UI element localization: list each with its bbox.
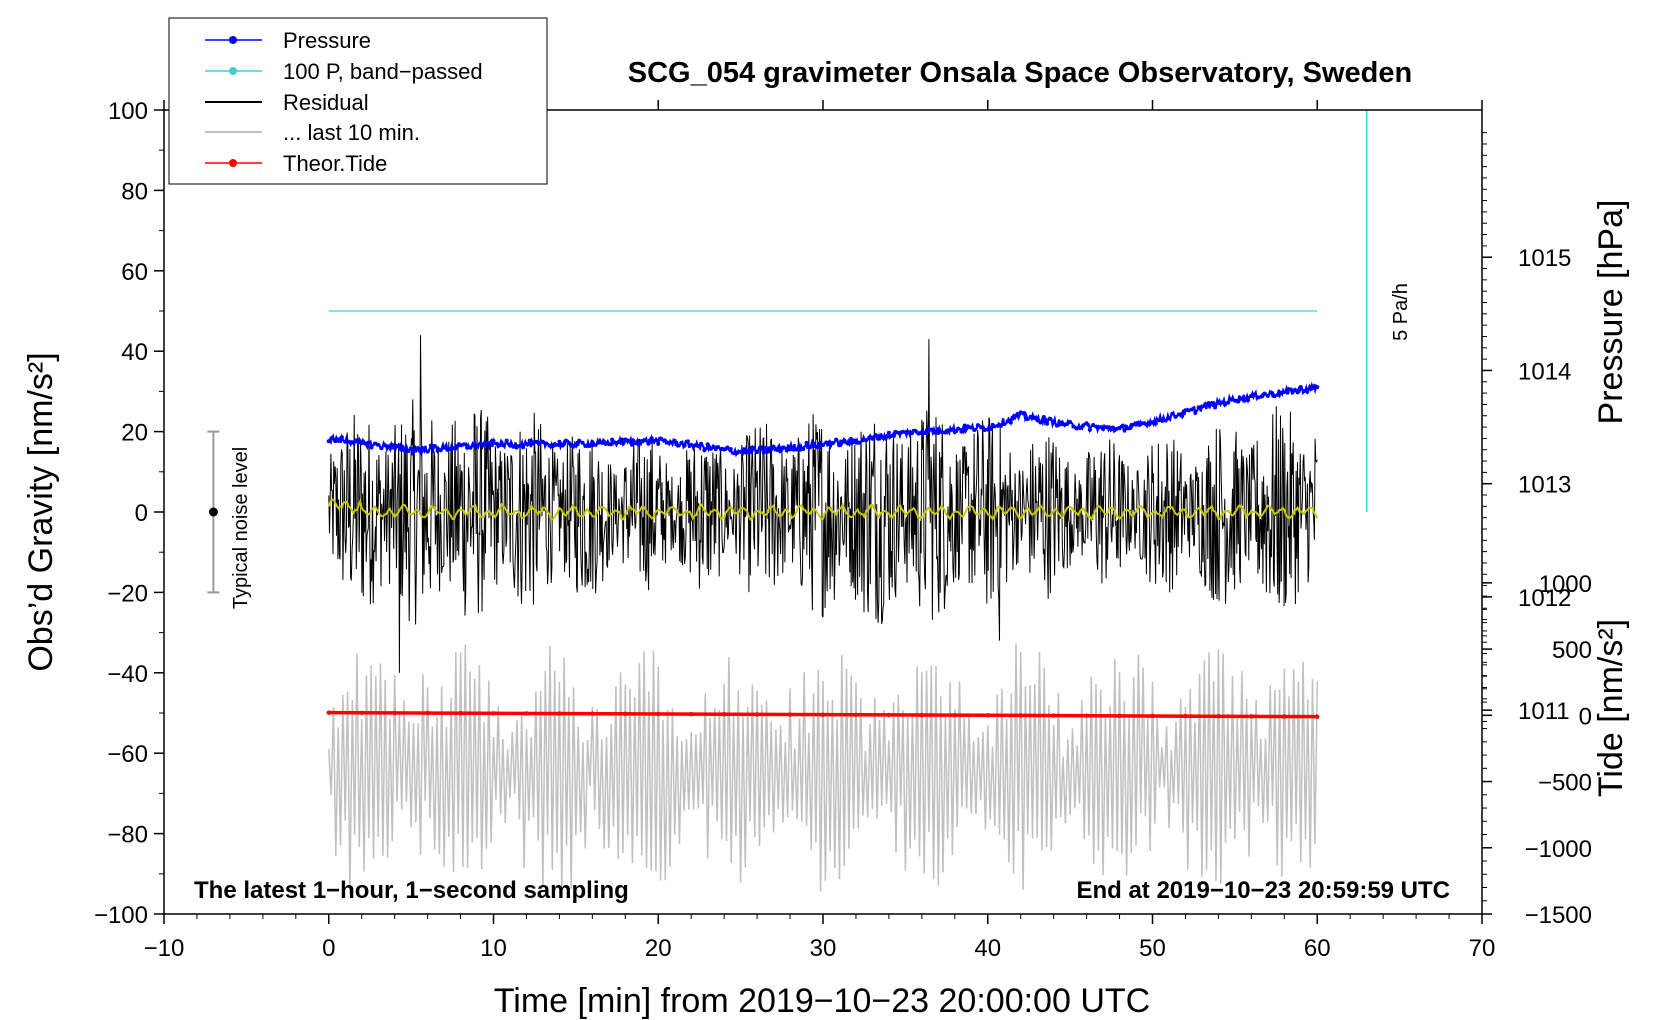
y-tick-label: 0 bbox=[135, 500, 148, 527]
tide-tick-label: 0 bbox=[1579, 703, 1592, 730]
tide-point bbox=[392, 710, 397, 716]
pressure-tick-label: 1015 bbox=[1518, 245, 1571, 272]
tide-point bbox=[458, 710, 463, 716]
bottom-right-note: End at 2019−10−23 20:59:59 UTC bbox=[1076, 877, 1450, 904]
tide-point bbox=[952, 712, 957, 718]
x-tick-label: 40 bbox=[974, 935, 1001, 962]
legend-swatch-marker bbox=[229, 159, 237, 167]
series-last-10-min bbox=[328, 643, 1319, 894]
tide-point bbox=[491, 711, 496, 716]
y-tick-label: −100 bbox=[94, 902, 148, 929]
x-tick-label: 20 bbox=[645, 935, 672, 962]
tide-tick-label: −1000 bbox=[1525, 836, 1592, 863]
tide-point bbox=[1249, 714, 1254, 719]
pressure-tick-label: 1012 bbox=[1518, 585, 1571, 612]
noise-level-label: Typical noise level bbox=[230, 447, 252, 609]
tide-point bbox=[1018, 713, 1023, 718]
tide-point bbox=[1315, 714, 1320, 719]
legend-item-band-passed: 100 P, band−passed bbox=[205, 59, 483, 84]
y-tick-label: −40 bbox=[107, 661, 148, 688]
y-tick-label: −80 bbox=[107, 822, 148, 849]
pressure-tick-label: 1013 bbox=[1518, 472, 1571, 499]
tide-point bbox=[1183, 713, 1188, 719]
series-theor-tide bbox=[326, 710, 1320, 719]
legend-item-theor-tide: Theor.Tide bbox=[205, 151, 387, 176]
tide-point bbox=[590, 711, 595, 716]
tide-point bbox=[1282, 714, 1287, 719]
tide-point bbox=[326, 710, 331, 715]
tide-point bbox=[919, 712, 925, 718]
legend-label: Residual bbox=[283, 90, 369, 115]
legend-label: 100 P, band−passed bbox=[283, 59, 483, 84]
y-tick-label: 60 bbox=[121, 259, 148, 286]
series-residual-smoothed bbox=[327, 498, 1319, 522]
series-residual bbox=[328, 335, 1318, 673]
tide-point bbox=[1150, 713, 1155, 719]
legend-item-pressure: Pressure bbox=[205, 28, 371, 53]
pressure-tick-label: 1014 bbox=[1518, 358, 1571, 385]
tide-point bbox=[359, 710, 364, 716]
chart-title: SCG_054 gravimeter Onsala Space Observat… bbox=[628, 57, 1412, 89]
y-tick-label: 20 bbox=[121, 420, 148, 447]
series-pressure bbox=[326, 381, 1320, 458]
legend-item-last-10-min: ... last 10 min. bbox=[205, 120, 420, 145]
tide-tick-label: 500 bbox=[1552, 637, 1592, 664]
y-axis-label-left: Obs’d Gravity [nm/s²] bbox=[22, 352, 60, 671]
tide-point bbox=[1216, 714, 1221, 719]
noise-bar-center bbox=[208, 507, 218, 517]
tide-point bbox=[721, 712, 727, 717]
tide-point bbox=[1051, 713, 1056, 718]
tide-point bbox=[787, 712, 793, 717]
x-tick-label: −10 bbox=[144, 935, 185, 962]
tide-point bbox=[1117, 713, 1122, 719]
bottom-left-note: The latest 1−hour, 1−second sampling bbox=[194, 877, 629, 904]
y-tick-label: −20 bbox=[107, 580, 148, 607]
legend-swatch-marker bbox=[229, 36, 237, 44]
tide-point bbox=[853, 712, 859, 717]
x-tick-label: 50 bbox=[1139, 935, 1166, 962]
legend-item-residual: Residual bbox=[205, 90, 369, 115]
series-layer bbox=[207, 110, 1368, 894]
tide-point bbox=[689, 711, 694, 717]
pressure-tick-label: 1011 bbox=[1518, 698, 1570, 725]
x-tick-label: 0 bbox=[322, 935, 335, 962]
legend-label: Pressure bbox=[283, 28, 371, 53]
x-tick-label: 10 bbox=[480, 935, 507, 962]
tide-point bbox=[656, 711, 661, 717]
x-axis-label: Time [min] from 2019−10−23 20:00:00 UTC bbox=[494, 982, 1150, 1020]
y-tick-label: 100 bbox=[108, 98, 148, 125]
tide-point bbox=[524, 711, 529, 716]
legend: Pressure 100 P, band−passed Residual ...… bbox=[168, 17, 548, 185]
tide-tick-label: −500 bbox=[1538, 770, 1592, 797]
legend-items: Pressure 100 P, band−passed Residual ...… bbox=[205, 28, 483, 176]
tide-point bbox=[985, 713, 990, 718]
tide-point bbox=[557, 711, 562, 716]
tide-tick-label: −1500 bbox=[1525, 902, 1592, 929]
tide-point bbox=[886, 712, 892, 718]
tide-point bbox=[623, 711, 628, 717]
y-tick-label: 40 bbox=[121, 339, 148, 366]
tide-point bbox=[820, 712, 826, 717]
x-tick-label: 70 bbox=[1469, 935, 1496, 962]
legend-label: ... last 10 min. bbox=[283, 120, 420, 145]
legend-swatch-marker bbox=[229, 67, 237, 75]
x-tick-label: 60 bbox=[1304, 935, 1331, 962]
tide-point bbox=[425, 710, 430, 716]
y-tick-label: 80 bbox=[121, 178, 148, 205]
y-axis-label-tide: Tide [nm/s²] bbox=[1592, 619, 1630, 797]
tick-layer: −10 0 10 20 30 40 50 60 70−100−80−60−40−20020406… bbox=[94, 98, 1592, 962]
scale-bar-label: 5 Pa/h bbox=[1390, 283, 1412, 341]
tide-tick-label: 1000 bbox=[1539, 571, 1592, 598]
y-tick-label: −60 bbox=[107, 741, 148, 768]
tide-point bbox=[1084, 713, 1089, 718]
pressure-line bbox=[327, 381, 1319, 458]
x-tick-label: 30 bbox=[810, 935, 837, 962]
tide-point bbox=[754, 712, 760, 717]
legend-label: Theor.Tide bbox=[283, 151, 387, 176]
y-axis-label-pressure: Pressure [hPa] bbox=[1592, 200, 1630, 425]
